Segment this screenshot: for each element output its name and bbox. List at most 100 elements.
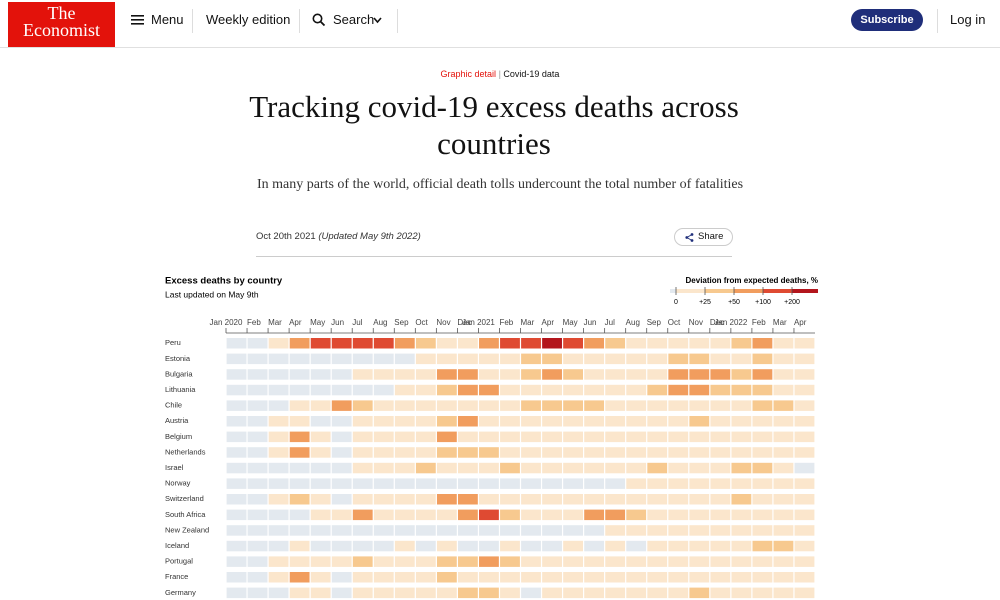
heat-cell — [394, 540, 415, 552]
heat-cell — [226, 353, 247, 365]
heat-cell — [563, 587, 584, 599]
chevron — [373, 17, 382, 24]
heat-cell — [647, 447, 668, 458]
heat-cell — [394, 369, 415, 380]
heat-cell — [310, 525, 331, 536]
heat-cell — [794, 416, 815, 427]
x-tick-label: Jul — [605, 318, 615, 327]
heat-cell — [773, 384, 794, 396]
heat-cell — [289, 478, 310, 489]
heat-cell — [710, 525, 731, 536]
heat-cell — [668, 338, 689, 349]
heat-cell — [689, 587, 710, 599]
heat-cell — [626, 338, 647, 349]
heat-cell — [500, 572, 520, 583]
heat-cell — [373, 540, 394, 552]
subscribe-button[interactable]: Subscribe — [851, 9, 923, 31]
heat-cell — [521, 369, 541, 380]
heat-cell — [310, 556, 331, 567]
separator — [299, 9, 300, 33]
heat-cell — [752, 431, 773, 443]
heat-cell — [752, 416, 773, 427]
heat-cell — [373, 384, 394, 396]
heat-cell — [710, 338, 731, 349]
share-button[interactable]: Share — [674, 228, 733, 246]
heat-cell — [352, 587, 373, 599]
search[interactable]: Search — [333, 12, 375, 27]
heat-cell — [226, 478, 247, 489]
heat-cell — [794, 587, 815, 599]
heat-cell — [605, 353, 626, 365]
date: Oct 20th 2021 — [256, 231, 316, 242]
heat-cell — [479, 447, 499, 458]
heat-cell — [373, 478, 394, 489]
heat-cell — [394, 556, 415, 567]
weekly-edition[interactable]: Weekly edition — [206, 12, 291, 27]
heat-cell — [752, 525, 773, 536]
menu-icon[interactable] — [131, 14, 145, 26]
heat-cell — [373, 369, 394, 380]
headline: Tracking covid-19 excess deaths across c… — [249, 89, 739, 161]
heat-cell — [542, 494, 562, 505]
heat-cell — [563, 478, 584, 489]
heat-cell — [268, 384, 289, 396]
heat-cell — [668, 431, 689, 443]
heat-cell — [226, 509, 247, 521]
logo[interactable]: The Economist — [8, 2, 115, 47]
heat-cell — [605, 462, 626, 474]
heat-cell — [268, 556, 289, 567]
heat-cell — [668, 353, 689, 365]
heat-cell — [352, 556, 373, 567]
x-tick-label: Feb — [499, 318, 513, 327]
x-tick-label: Dec — [710, 318, 724, 327]
heat-cell — [647, 338, 668, 349]
heat-cell — [394, 587, 415, 599]
heat-cell — [268, 525, 289, 536]
section-link[interactable]: Graphic detail — [440, 69, 497, 79]
heat-cell — [457, 400, 478, 411]
heat-cell — [247, 353, 268, 365]
heat-cell — [457, 338, 478, 349]
heat-cell — [668, 384, 689, 396]
heat-cell — [331, 353, 352, 365]
heat-cell — [731, 556, 752, 567]
heat-cell — [584, 369, 605, 380]
heat-cell — [584, 478, 605, 489]
legend-tick-label: 0 — [674, 299, 678, 306]
login[interactable]: Log in — [950, 12, 986, 27]
heat-cell — [605, 478, 626, 489]
topic-link[interactable]: Covid-19 data — [503, 69, 560, 79]
row-label: Austria — [165, 416, 189, 425]
heat-cell — [352, 494, 373, 505]
heat-cell — [331, 525, 352, 536]
heat-cell — [310, 338, 331, 349]
heat-cell — [563, 509, 584, 521]
search-icon[interactable] — [312, 13, 326, 27]
heat-cell — [268, 587, 289, 599]
heat-cell — [352, 369, 373, 380]
heat-cell — [521, 353, 541, 365]
heat-cell — [731, 338, 752, 349]
heat-cell — [289, 540, 310, 552]
x-tick-label: Aug — [373, 318, 387, 327]
heat-cell — [710, 478, 731, 489]
heat-cell — [226, 494, 247, 505]
heat-cell — [247, 400, 268, 411]
heat-cell — [731, 509, 752, 521]
heat-cell — [521, 384, 541, 396]
heat-cell — [731, 400, 752, 411]
heat-cell — [352, 572, 373, 583]
heat-cell — [331, 431, 352, 443]
heat-cell — [563, 353, 584, 365]
heat-cell — [626, 353, 647, 365]
heat-cell — [794, 556, 815, 567]
menu[interactable]: Menu — [151, 12, 184, 27]
heat-cell — [605, 509, 626, 521]
heat-cell — [310, 540, 331, 552]
heat-cell — [436, 447, 457, 458]
heat-cell — [500, 431, 520, 443]
x-tick-label: Mar — [773, 318, 787, 327]
updated: (Updated May 9th 2022) — [318, 231, 421, 242]
heat-cell — [310, 462, 331, 474]
heat-cell — [331, 494, 352, 505]
